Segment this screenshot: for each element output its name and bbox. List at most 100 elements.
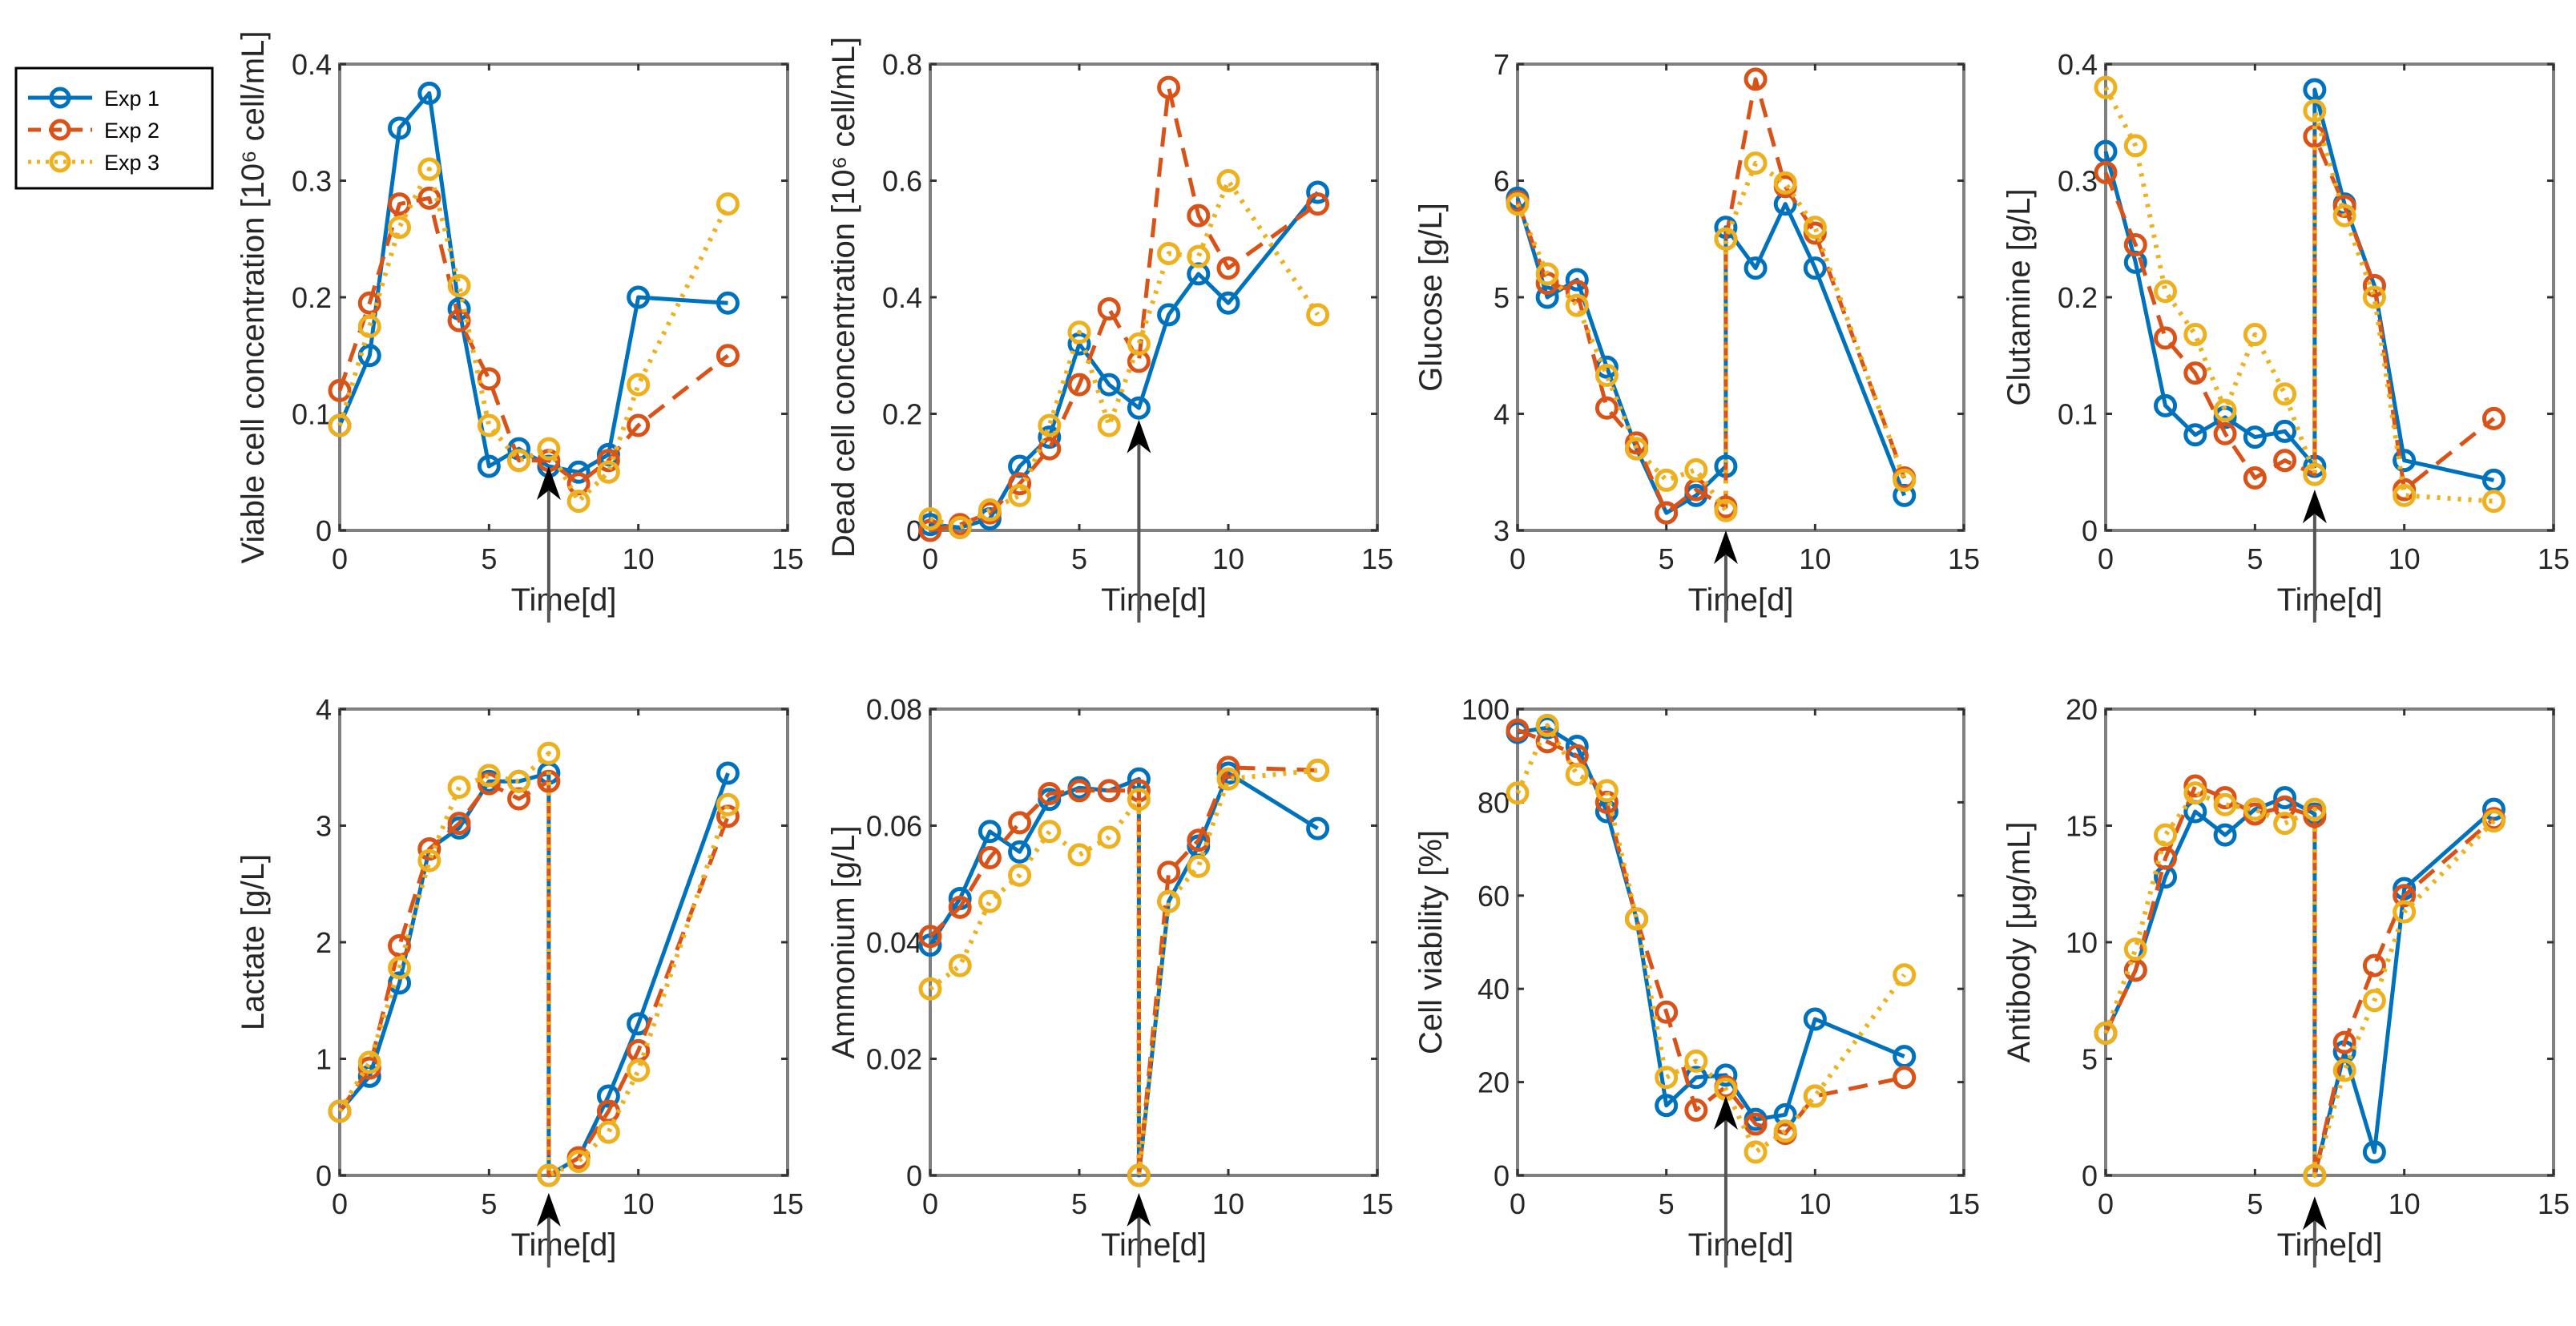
data-point <box>1187 828 1211 852</box>
y-tick-label: 0.8 <box>882 48 922 81</box>
data-point <box>1684 457 1708 482</box>
series-line <box>2103 134 2496 492</box>
data-point <box>1744 1140 1768 1164</box>
y-tick-label: 1 <box>316 1043 332 1076</box>
x-tick-label: 5 <box>1659 1187 1675 1220</box>
data-point <box>417 157 441 181</box>
axes-box <box>2104 707 2555 1177</box>
data-point <box>2123 233 2147 257</box>
data-point <box>2393 900 2417 924</box>
data-point <box>2123 937 2147 961</box>
data-point <box>1067 843 1091 867</box>
subplot-1: 0 5 10 15 0 0.1 0.2 0.3 0.4 Viable cell concentra… <box>236 31 804 623</box>
data-point <box>328 378 352 402</box>
data-point <box>716 761 740 785</box>
x-tick-label: 15 <box>2538 542 2570 575</box>
x-tick-label: 10 <box>1212 542 1244 575</box>
series-line <box>1515 197 1907 515</box>
y-axis-label: Antibody [μg/mL] <box>2002 822 2037 1063</box>
data-point <box>596 460 620 484</box>
data-point <box>1306 192 1330 216</box>
data-point <box>1038 437 1062 461</box>
data-point <box>978 889 1002 913</box>
data-point <box>978 498 1002 522</box>
x-axis-label: Time[d] <box>511 582 617 618</box>
data-point <box>596 449 620 473</box>
data-point <box>2481 809 2505 833</box>
data-point <box>1097 297 1121 321</box>
legend-entry-exp-1: Exp 1 <box>28 87 159 111</box>
data-point <box>537 437 561 461</box>
data-point <box>1097 779 1121 803</box>
data-point <box>477 772 501 796</box>
data-point <box>2273 786 2297 810</box>
data-point <box>1565 762 1589 786</box>
y-tick-label: 0.4 <box>882 281 922 314</box>
y-tick-label: 100 <box>1461 693 1510 726</box>
data-point <box>1744 67 1768 91</box>
y-axis-label: Glucose [g/L] <box>1413 203 1449 392</box>
legend-marker <box>49 151 71 173</box>
data-point <box>1127 779 1151 803</box>
data-point <box>2273 449 2297 473</box>
y-tick-label: 0.02 <box>866 1043 922 1076</box>
data-point <box>2183 423 2207 447</box>
data-point <box>596 1084 620 1108</box>
data-point <box>2183 361 2207 385</box>
data-point <box>1038 820 1062 844</box>
data-point <box>716 291 740 315</box>
series-exp-3 <box>2094 781 2505 1187</box>
series-exp-3 <box>1506 151 1917 522</box>
x-tick-label: 5 <box>481 542 497 575</box>
data-point <box>2154 326 2178 350</box>
data-point <box>2481 490 2505 514</box>
legend: Exp 1 Exp 2 Exp 3 <box>14 67 214 190</box>
data-point <box>477 454 501 478</box>
data-point <box>477 413 501 437</box>
data-point <box>388 956 412 980</box>
y-axis-label: Glutamine [g/L] <box>2002 188 2037 405</box>
data-point <box>1803 1007 1827 1031</box>
data-point <box>1655 1066 1679 1090</box>
subplot-6: 0 5 10 15 0 0.02 0.04 0.06 0.08 Ammonium [g/L] Tim… <box>826 693 1393 1268</box>
data-point <box>1506 781 1530 805</box>
data-point <box>2154 846 2178 870</box>
y-tick-label: 0.06 <box>866 810 922 843</box>
y-tick-label: 0.3 <box>292 165 332 198</box>
series-line <box>1517 725 1905 1122</box>
data-point <box>1744 151 1768 175</box>
y-tick-label: 60 <box>1477 880 1510 913</box>
data-point <box>918 506 942 530</box>
feed-arrow <box>1713 1096 1738 1268</box>
data-point <box>716 792 740 816</box>
data-point <box>1216 767 1240 791</box>
data-point <box>1565 280 1589 304</box>
data-point <box>918 925 942 949</box>
axes-box <box>929 62 1379 532</box>
y-tick-label: 20 <box>2066 693 2098 726</box>
data-point <box>1306 816 1330 840</box>
data-point <box>2273 795 2297 819</box>
y-tick-label: 0.2 <box>882 398 922 431</box>
data-point <box>2123 134 2147 158</box>
x-tick-label: 5 <box>2247 542 2263 575</box>
data-point <box>596 1120 620 1144</box>
y-axis-label: Lactate [g/L] <box>236 854 271 1030</box>
data-point <box>2094 75 2118 99</box>
legend-label: Exp 1 <box>104 87 159 111</box>
series-line <box>929 768 1318 1178</box>
y-tick-label: 40 <box>1477 973 1510 1006</box>
x-tick-label: 5 <box>1659 542 1675 575</box>
data-point <box>1893 468 1917 492</box>
data-point <box>1565 268 1589 292</box>
data-point <box>1306 758 1330 782</box>
x-tick-label: 15 <box>2538 1187 2570 1220</box>
y-axis-label: Dead cell concentration [10⁶ cell/mL] <box>826 37 861 558</box>
x-tick-label: 0 <box>332 542 348 575</box>
data-point <box>1625 437 1649 461</box>
legend-label: Exp 2 <box>104 119 159 143</box>
data-point <box>1187 204 1211 228</box>
series-line <box>929 765 1318 1178</box>
data-point <box>627 373 651 397</box>
